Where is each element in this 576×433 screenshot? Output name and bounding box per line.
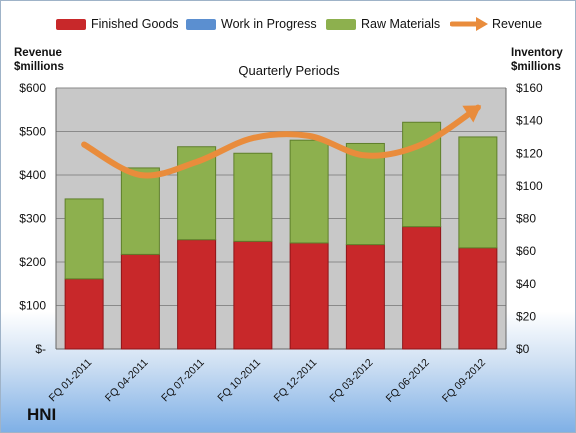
- left-tick-label: $400: [19, 168, 46, 182]
- x-tick-label: FQ 07-2011: [159, 357, 207, 405]
- legend-finished-goods: Finished Goods: [56, 15, 179, 33]
- right-tick-label: $0: [516, 342, 530, 356]
- bar-finished-goods: [233, 240, 273, 350]
- legend-revenue: Revenue: [450, 15, 542, 33]
- right-tick-label: $120: [516, 146, 543, 160]
- company-name: HNI: [27, 405, 57, 424]
- legend-label-revenue: Revenue: [492, 17, 543, 31]
- legend-label-work-in-progress: Work in Progress: [221, 17, 317, 31]
- bar-raw-materials: [233, 152, 273, 242]
- left-tick-label: $600: [19, 81, 46, 95]
- x-tick-label: FQ 03-2012: [327, 357, 375, 405]
- right-tick-label: $80: [516, 212, 536, 226]
- bar-finished-goods: [289, 242, 329, 350]
- right-tick-label: $100: [516, 179, 543, 193]
- bar-finished-goods: [64, 278, 104, 350]
- revenue-line: [81, 104, 481, 179]
- x-tick-label: FQ 04-2011: [103, 357, 151, 405]
- legend-label-raw-materials: Raw Materials: [361, 17, 441, 31]
- bar-finished-goods: [345, 244, 385, 350]
- left-tick-label: $-: [35, 342, 46, 356]
- right-tick-label: $20: [516, 309, 536, 323]
- revenue-arrow-head: [462, 105, 482, 123]
- left-axis-title: Revenue $millions: [14, 47, 64, 73]
- x-tick-label: FQ 12-2011: [272, 357, 320, 405]
- bar-raw-materials: [64, 198, 104, 280]
- right-tick-label: $40: [516, 277, 536, 291]
- right-axis-title: Inventory $millions: [511, 47, 563, 73]
- bar-raw-materials: [345, 142, 385, 246]
- legend-swatch-finished-goods: [56, 18, 86, 30]
- legend-swatch-work-in-progress: [186, 18, 216, 30]
- bar-finished-goods: [177, 239, 217, 350]
- bar-raw-materials: [289, 139, 329, 244]
- legend-label-finished-goods: Finished Goods: [91, 17, 179, 31]
- left-tick-label: $500: [19, 125, 46, 139]
- right-tick-label: $160: [516, 81, 543, 95]
- bar-finished-goods: [402, 226, 442, 350]
- legend-work-in-progress: Work in Progress: [186, 15, 317, 33]
- left-tick-label: $300: [19, 212, 46, 226]
- left-tick-label: $200: [19, 255, 46, 269]
- bar-finished-goods: [458, 247, 498, 350]
- legend-raw-materials: Raw Materials: [326, 15, 440, 33]
- x-tick-label: FQ 01-2011: [47, 357, 95, 405]
- x-tick-label: FQ 10-2011: [215, 357, 263, 405]
- bar-raw-materials: [120, 167, 160, 255]
- bar-finished-goods: [120, 253, 160, 350]
- x-tick-label: FQ 06-2012: [384, 357, 432, 405]
- legend-arrow-revenue: [450, 17, 488, 31]
- bar-raw-materials: [458, 136, 498, 249]
- right-tick-label: $60: [516, 244, 536, 258]
- left-tick-label: $100: [19, 299, 46, 313]
- x-tick-label: FQ 09-2012: [440, 357, 488, 405]
- right-tick-label: $140: [516, 114, 543, 128]
- chart-title: Quarterly Periods: [238, 63, 340, 78]
- legend-swatch-raw-materials: [326, 18, 356, 30]
